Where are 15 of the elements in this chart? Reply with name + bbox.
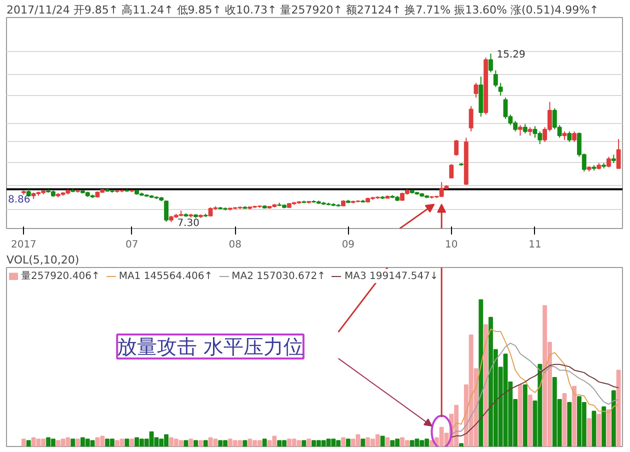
annotation: 15.29 <box>496 50 526 61</box>
legend-label: 量257920.406↑ <box>21 270 100 283</box>
x-tick-label: 07 <box>126 240 138 250</box>
x-tick-label: 09 <box>342 240 355 250</box>
x-tick-label: 2017 <box>10 240 36 250</box>
ref-line-label: 8.86 <box>8 194 30 206</box>
annotation: 7.30 <box>177 218 200 230</box>
legend-label: MA2 157030.672↑ <box>232 270 326 282</box>
x-tick-label: 11 <box>528 240 542 250</box>
legend-label: MA3 199147.547↓ <box>344 270 438 282</box>
chart-title: VOL(5,10,20) <box>6 254 80 266</box>
chart-title: 2017/11/24 开9.85↑ 高11.24↑ 低9.85↑ 收10.73↑ 量257920↑ 额27124↑ 换7.71% 振13.60% 涨(0.51)4.99%↑ <box>6 4 599 16</box>
x-tick-label: 10 <box>445 240 458 250</box>
legend-label: MA1 145564.406↑ <box>118 270 213 282</box>
x-tick-label: 08 <box>228 240 242 250</box>
